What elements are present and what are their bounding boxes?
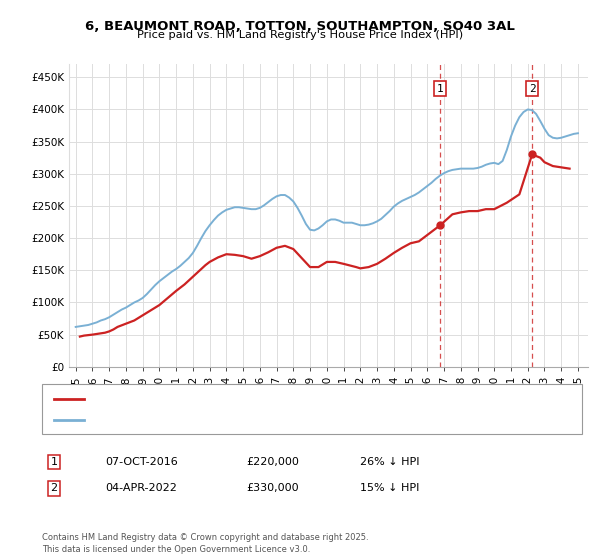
Text: Price paid vs. HM Land Registry's House Price Index (HPI): Price paid vs. HM Land Registry's House …: [137, 30, 463, 40]
Text: HPI: Average price, semi-detached house, New Forest: HPI: Average price, semi-detached house,…: [93, 415, 373, 425]
Text: 2: 2: [50, 483, 58, 493]
Text: 07-OCT-2016: 07-OCT-2016: [105, 457, 178, 467]
Text: 2: 2: [529, 83, 535, 94]
Text: 1: 1: [437, 83, 443, 94]
Text: 04-APR-2022: 04-APR-2022: [105, 483, 177, 493]
Text: 26% ↓ HPI: 26% ↓ HPI: [360, 457, 419, 467]
Text: 15% ↓ HPI: 15% ↓ HPI: [360, 483, 419, 493]
Text: 6, BEAUMONT ROAD, TOTTON, SOUTHAMPTON, SO40 3AL (semi-detached house): 6, BEAUMONT ROAD, TOTTON, SOUTHAMPTON, S…: [93, 394, 517, 404]
Text: 6, BEAUMONT ROAD, TOTTON, SOUTHAMPTON, SO40 3AL: 6, BEAUMONT ROAD, TOTTON, SOUTHAMPTON, S…: [85, 20, 515, 32]
Text: £220,000: £220,000: [246, 457, 299, 467]
Text: £330,000: £330,000: [246, 483, 299, 493]
Text: Contains HM Land Registry data © Crown copyright and database right 2025.
This d: Contains HM Land Registry data © Crown c…: [42, 533, 368, 554]
Text: 1: 1: [50, 457, 58, 467]
